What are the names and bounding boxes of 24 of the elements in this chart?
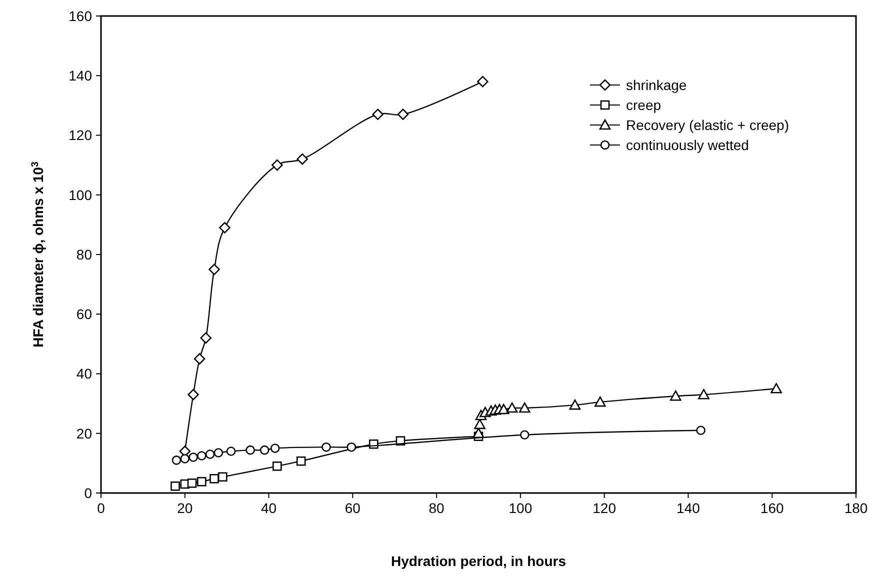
y-tick-label: 20 <box>76 425 92 442</box>
x-tick-label: 100 <box>508 500 532 516</box>
x-tick-label: 140 <box>676 500 700 516</box>
legend-label: continuously wetted <box>626 136 749 153</box>
y-tick-label: 40 <box>76 366 92 382</box>
y-tick-label: 160 <box>68 8 92 24</box>
x-tick-label: 120 <box>592 500 616 516</box>
x-tick-label: 180 <box>844 500 868 516</box>
x-tick-label: 80 <box>428 500 445 516</box>
y-tick-label: 100 <box>68 186 92 203</box>
x-tick-label: 20 <box>177 500 193 516</box>
y-tick-label: 140 <box>68 68 92 84</box>
x-tick-label: 0 <box>97 500 106 516</box>
legend-label: Recovery (elastic + creep) <box>626 116 790 133</box>
y-tick-label: 0 <box>84 484 92 501</box>
y-tick-label: 80 <box>76 246 92 262</box>
x-tick-label: 60 <box>344 500 361 516</box>
x-axis-title: Hydration period, in hours <box>390 553 566 569</box>
y-tick-label: 120 <box>68 127 92 144</box>
legend-label: creep <box>626 96 662 113</box>
legend-label: shrinkage <box>626 76 687 93</box>
y-tick-label: 60 <box>76 306 92 322</box>
x-tick-label: 160 <box>760 500 784 516</box>
x-tick-label: 40 <box>260 500 277 516</box>
